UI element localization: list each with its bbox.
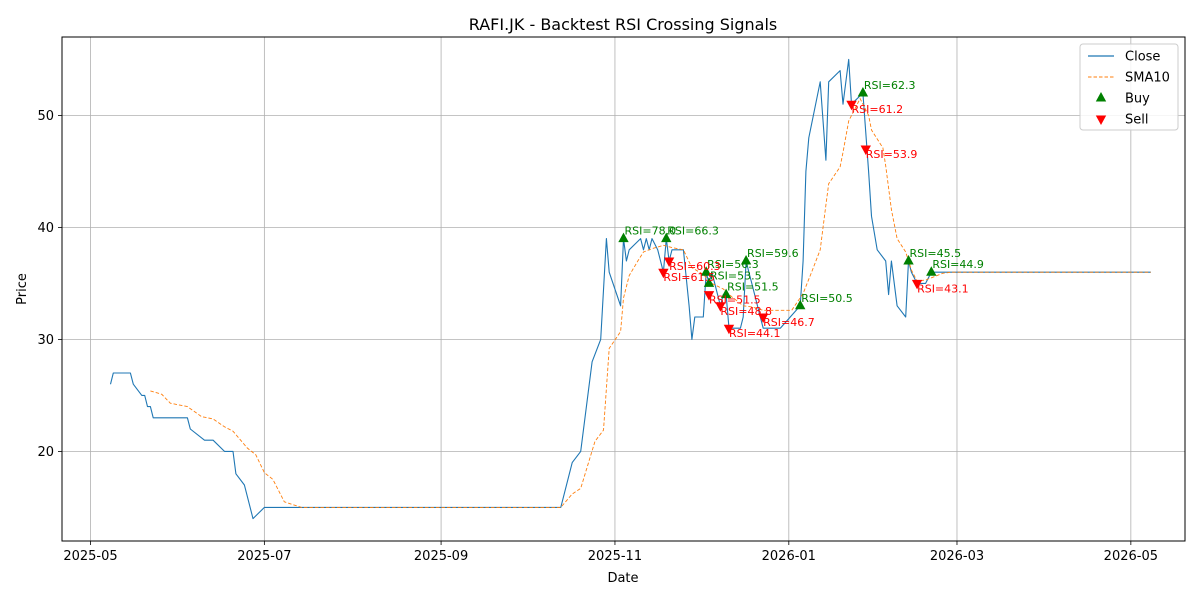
legend: Close SMA10 Buy Sell (1079, 43, 1179, 131)
sell-signal-label: RSI=44.1 (729, 327, 781, 340)
legend-buy-swatch (1095, 92, 1107, 102)
buy-marker (700, 266, 712, 276)
sell-marker (911, 279, 923, 290)
buy-marker (720, 288, 732, 299)
grid (62, 37, 1185, 541)
buy-signal-label: RSI=51.5 (727, 281, 779, 294)
y-axis-label: Price (15, 273, 30, 305)
axis-ticks: 2025-05 2025-07 2025-09 2025-11 2026-01 2026-… (37, 109, 1158, 564)
sma10-series-line (150, 97, 1151, 508)
sell-signal-label: RSI=53.9 (866, 148, 918, 161)
buy-signal-label: RSI=59.6 (747, 247, 799, 260)
x-tick-label: 2026-03 (930, 549, 984, 564)
legend-label: Close (1125, 50, 1160, 65)
buy-signal-label: RSI=44.9 (932, 258, 984, 271)
sell-marker (658, 268, 669, 279)
buy-marker (903, 255, 914, 265)
buy-marker (795, 299, 806, 310)
x-tick-label: 2025-05 (63, 549, 117, 564)
buy-signal-label: RSI=50.5 (801, 292, 853, 305)
signals: RSI=78.0RSI=66.3RSI=56.3RSI=53.5RSI=51.5… (618, 79, 984, 340)
plot-area (109, 58, 1151, 520)
legend-sell-swatch (1095, 115, 1107, 125)
buy-signal-label: RSI=45.5 (910, 247, 962, 260)
sell-signal-label: RSI=43.1 (917, 282, 969, 295)
y-tick-label: 50 (37, 109, 54, 124)
sell-marker (846, 100, 857, 111)
chart-title: RAFI.JK - Backtest RSI Crossing Signals (469, 15, 777, 34)
sell-marker (663, 257, 675, 267)
y-tick-label: 40 (37, 221, 54, 236)
buy-signal-label: RSI=53.5 (710, 269, 762, 282)
sell-marker (860, 145, 871, 155)
sell-marker (757, 313, 769, 323)
plot-frame (61, 36, 1186, 542)
x-tick-label: 2025-09 (414, 549, 468, 564)
buy-signal-label: RSI=78.0 (625, 225, 677, 238)
y-tick-label: 30 (37, 333, 54, 348)
sell-marker (715, 302, 726, 312)
x-tick-label: 2026-05 (1104, 549, 1158, 564)
x-tick-label: 2026-01 (762, 549, 816, 564)
legend-label: SMA10 (1125, 71, 1170, 86)
sell-signal-label: RSI=60.3 (669, 260, 721, 273)
x-axis-label: Date (607, 571, 638, 586)
close-series-line (109, 58, 1151, 520)
buy-marker (618, 232, 629, 243)
buy-marker (661, 232, 672, 243)
sell-signal-label: RSI=61.5 (663, 271, 715, 284)
sell-signal-label: RSI=61.2 (852, 103, 904, 116)
sell-signal-label: RSI=46.7 (763, 316, 815, 329)
buy-marker (926, 266, 937, 276)
sell-marker (703, 291, 715, 301)
buy-marker (740, 255, 752, 265)
sell-marker (723, 324, 735, 335)
buy-signal-label: RSI=62.3 (864, 79, 916, 92)
buy-signal-label: RSI=66.3 (667, 225, 719, 238)
legend-label: Buy (1125, 92, 1150, 107)
legend-label: Sell (1125, 113, 1148, 128)
buy-marker (703, 277, 715, 287)
y-tick-label: 20 (37, 445, 54, 460)
legend-box (1079, 43, 1179, 131)
buy-marker (857, 87, 869, 97)
x-tick-label: 2025-07 (237, 549, 291, 564)
x-tick-label: 2025-11 (588, 549, 642, 564)
